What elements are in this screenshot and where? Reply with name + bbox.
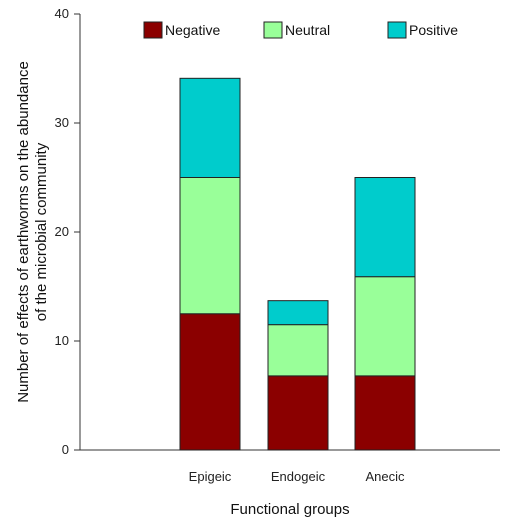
bar-negative-endogeic [267, 375, 329, 451]
y-tick-label: 20 [55, 224, 69, 239]
y-tick-label: 10 [55, 333, 69, 348]
legend-swatch-positive [387, 21, 407, 39]
x-tick-label: Endogeic [271, 469, 326, 484]
x-tick-label: Anecic [365, 469, 405, 484]
bar-neutral-anecic [354, 276, 416, 377]
y-axis-title-line: of the microbial community [33, 142, 50, 321]
y-tick-label: 30 [55, 115, 69, 130]
x-tick-label: Epigeic [189, 469, 232, 484]
y-axis-title-line: Number of effects of earthworms on the a… [15, 61, 32, 403]
legend-swatch-negative [143, 21, 163, 39]
legend: Negative Neutral Positive [143, 21, 458, 39]
legend-label-negative: Negative [165, 22, 220, 38]
bar-positive-epigeic [179, 77, 241, 178]
bar-negative-anecic [354, 375, 416, 451]
legend-label-neutral: Neutral [285, 22, 330, 38]
bar-negative-epigeic [179, 313, 241, 451]
bar-positive-endogeic [267, 300, 329, 326]
legend-label-positive: Positive [409, 22, 458, 38]
x-axis-title: Functional groups [230, 501, 349, 518]
legend-swatch-neutral [263, 21, 283, 39]
y-tick-label: 0 [62, 442, 69, 457]
bar-neutral-epigeic [179, 177, 241, 315]
bar-positive-anecic [354, 177, 416, 278]
x-axis: Epigeic Endogeic Anecic [80, 449, 500, 484]
bars [179, 77, 416, 451]
y-tick-label: 40 [55, 6, 69, 21]
y-axis: 0 10 20 30 40 [55, 6, 81, 457]
y-axis-title: Number of effects of earthworms on the a… [15, 61, 50, 403]
bar-neutral-endogeic [267, 324, 329, 377]
